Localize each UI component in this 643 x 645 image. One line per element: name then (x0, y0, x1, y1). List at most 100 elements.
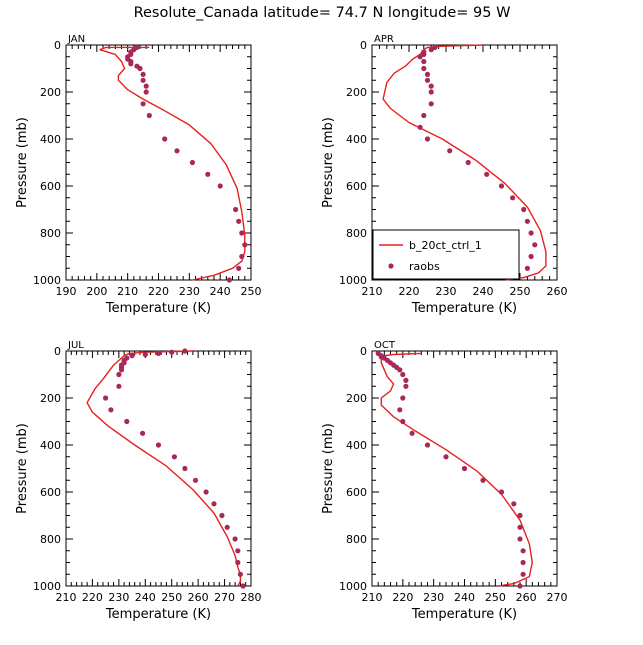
obs-point (211, 501, 217, 507)
obs-point (424, 442, 431, 448)
obs-point (521, 206, 527, 213)
y-tick-label: 0 (54, 345, 61, 358)
x-tick-label: 220 (82, 591, 103, 604)
x-tick-label: 210 (362, 285, 383, 298)
x-tick-label: 260 (547, 285, 568, 298)
obs-point (140, 101, 146, 107)
y-tick-label: 400 (40, 133, 61, 146)
y-tick-label: 200 (40, 86, 61, 99)
x-tick-label: 230 (179, 285, 200, 298)
obs-point (233, 206, 239, 213)
obs-point (182, 465, 188, 472)
obs-point (421, 51, 427, 58)
obs-point (155, 350, 162, 356)
obs-point (428, 101, 434, 107)
x-tick-label: 220 (148, 285, 169, 298)
x-axis-label: Temperature (K) (411, 301, 517, 316)
x-tick-label: 250 (510, 285, 531, 298)
obs-point (235, 548, 241, 554)
obs-point (116, 371, 122, 378)
obs-point (203, 489, 209, 495)
obs-point (424, 77, 431, 83)
obs-point (217, 183, 223, 189)
obs-point (447, 148, 453, 154)
y-tick-label: 600 (40, 180, 61, 193)
y-tick-label: 200 (346, 392, 367, 405)
obs-point (400, 371, 406, 378)
x-tick-label: 260 (516, 591, 537, 604)
obs-point (524, 218, 531, 224)
obs-point (428, 89, 434, 95)
x-tick-label: 210 (56, 591, 77, 604)
obs-point (532, 242, 538, 248)
x-tick-label: 270 (547, 591, 568, 604)
panel-oct: 210 220 230 240 250 260 270 0 200 400 600 800 1000 Te… (321, 340, 568, 622)
y-tick-label: 200 (40, 392, 61, 405)
obs-point (240, 583, 246, 589)
obs-point (465, 159, 471, 166)
obs-point (443, 454, 449, 460)
obs-point (174, 148, 180, 154)
x-tick-label: 220 (399, 285, 420, 298)
obs-point (517, 583, 523, 589)
y-tick-label: 0 (54, 39, 61, 52)
obs-point (224, 524, 230, 530)
obs-point (509, 195, 516, 201)
obs-point (517, 536, 523, 542)
x-axis-label: Temperature (K) (105, 301, 211, 316)
obs-point (137, 65, 143, 72)
y-tick-label: 600 (40, 486, 61, 499)
legend-obs-label: raobs (409, 260, 440, 273)
model-profile-line (86, 350, 242, 587)
y-tick-label: 200 (346, 86, 367, 99)
x-tick-label: 240 (135, 591, 156, 604)
x-tick-label: 210 (117, 285, 138, 298)
obs-point (237, 571, 243, 577)
x-tick-label: 230 (423, 591, 444, 604)
y-tick-label: 800 (346, 227, 367, 240)
chart-title: Resolute_Canada latitude= 74.7 N longitu… (134, 5, 511, 21)
obs-point (528, 253, 534, 260)
obs-point (511, 501, 517, 507)
legend-obs-swatch (388, 263, 394, 269)
obs-point (524, 265, 531, 271)
obs-point (219, 512, 225, 519)
obs-point (140, 77, 146, 83)
obs-point (421, 112, 427, 119)
obs-point (226, 277, 232, 283)
obs-point (169, 349, 175, 355)
x-tick-label: 260 (188, 591, 209, 604)
obs-point (143, 83, 149, 89)
x-tick-label: 240 (473, 285, 494, 298)
obs-point (417, 54, 423, 60)
x-axis-label: Temperature (K) (411, 607, 517, 622)
obs-point (143, 89, 149, 95)
obs-point (484, 171, 490, 177)
y-tick-label: 0 (360, 345, 367, 358)
y-tick-label: 800 (40, 227, 61, 240)
y-tick-label: 400 (346, 133, 367, 146)
obs-point (192, 477, 199, 483)
x-tick-label: 230 (108, 591, 129, 604)
x-tick-label: 200 (86, 285, 107, 298)
obs-point (140, 71, 146, 77)
obs-point (146, 112, 152, 119)
obs-point (528, 230, 534, 236)
y-tick-label: 0 (360, 39, 367, 52)
x-tick-label: 250 (241, 285, 262, 298)
obs-point (205, 171, 211, 177)
obs-point (171, 454, 177, 460)
y-tick-label: 800 (40, 533, 61, 546)
y-axis-label: Pressure (mb) (321, 423, 336, 514)
obs-point (397, 367, 403, 373)
obs-point (239, 230, 245, 236)
obs-point (236, 265, 242, 271)
obs-point (428, 83, 434, 89)
y-tick-label: 400 (40, 439, 61, 452)
y-tick-label: 400 (346, 439, 367, 452)
obs-point (103, 395, 109, 401)
obs-point (397, 407, 403, 413)
obs-point (129, 353, 135, 359)
y-tick-label: 800 (346, 533, 367, 546)
